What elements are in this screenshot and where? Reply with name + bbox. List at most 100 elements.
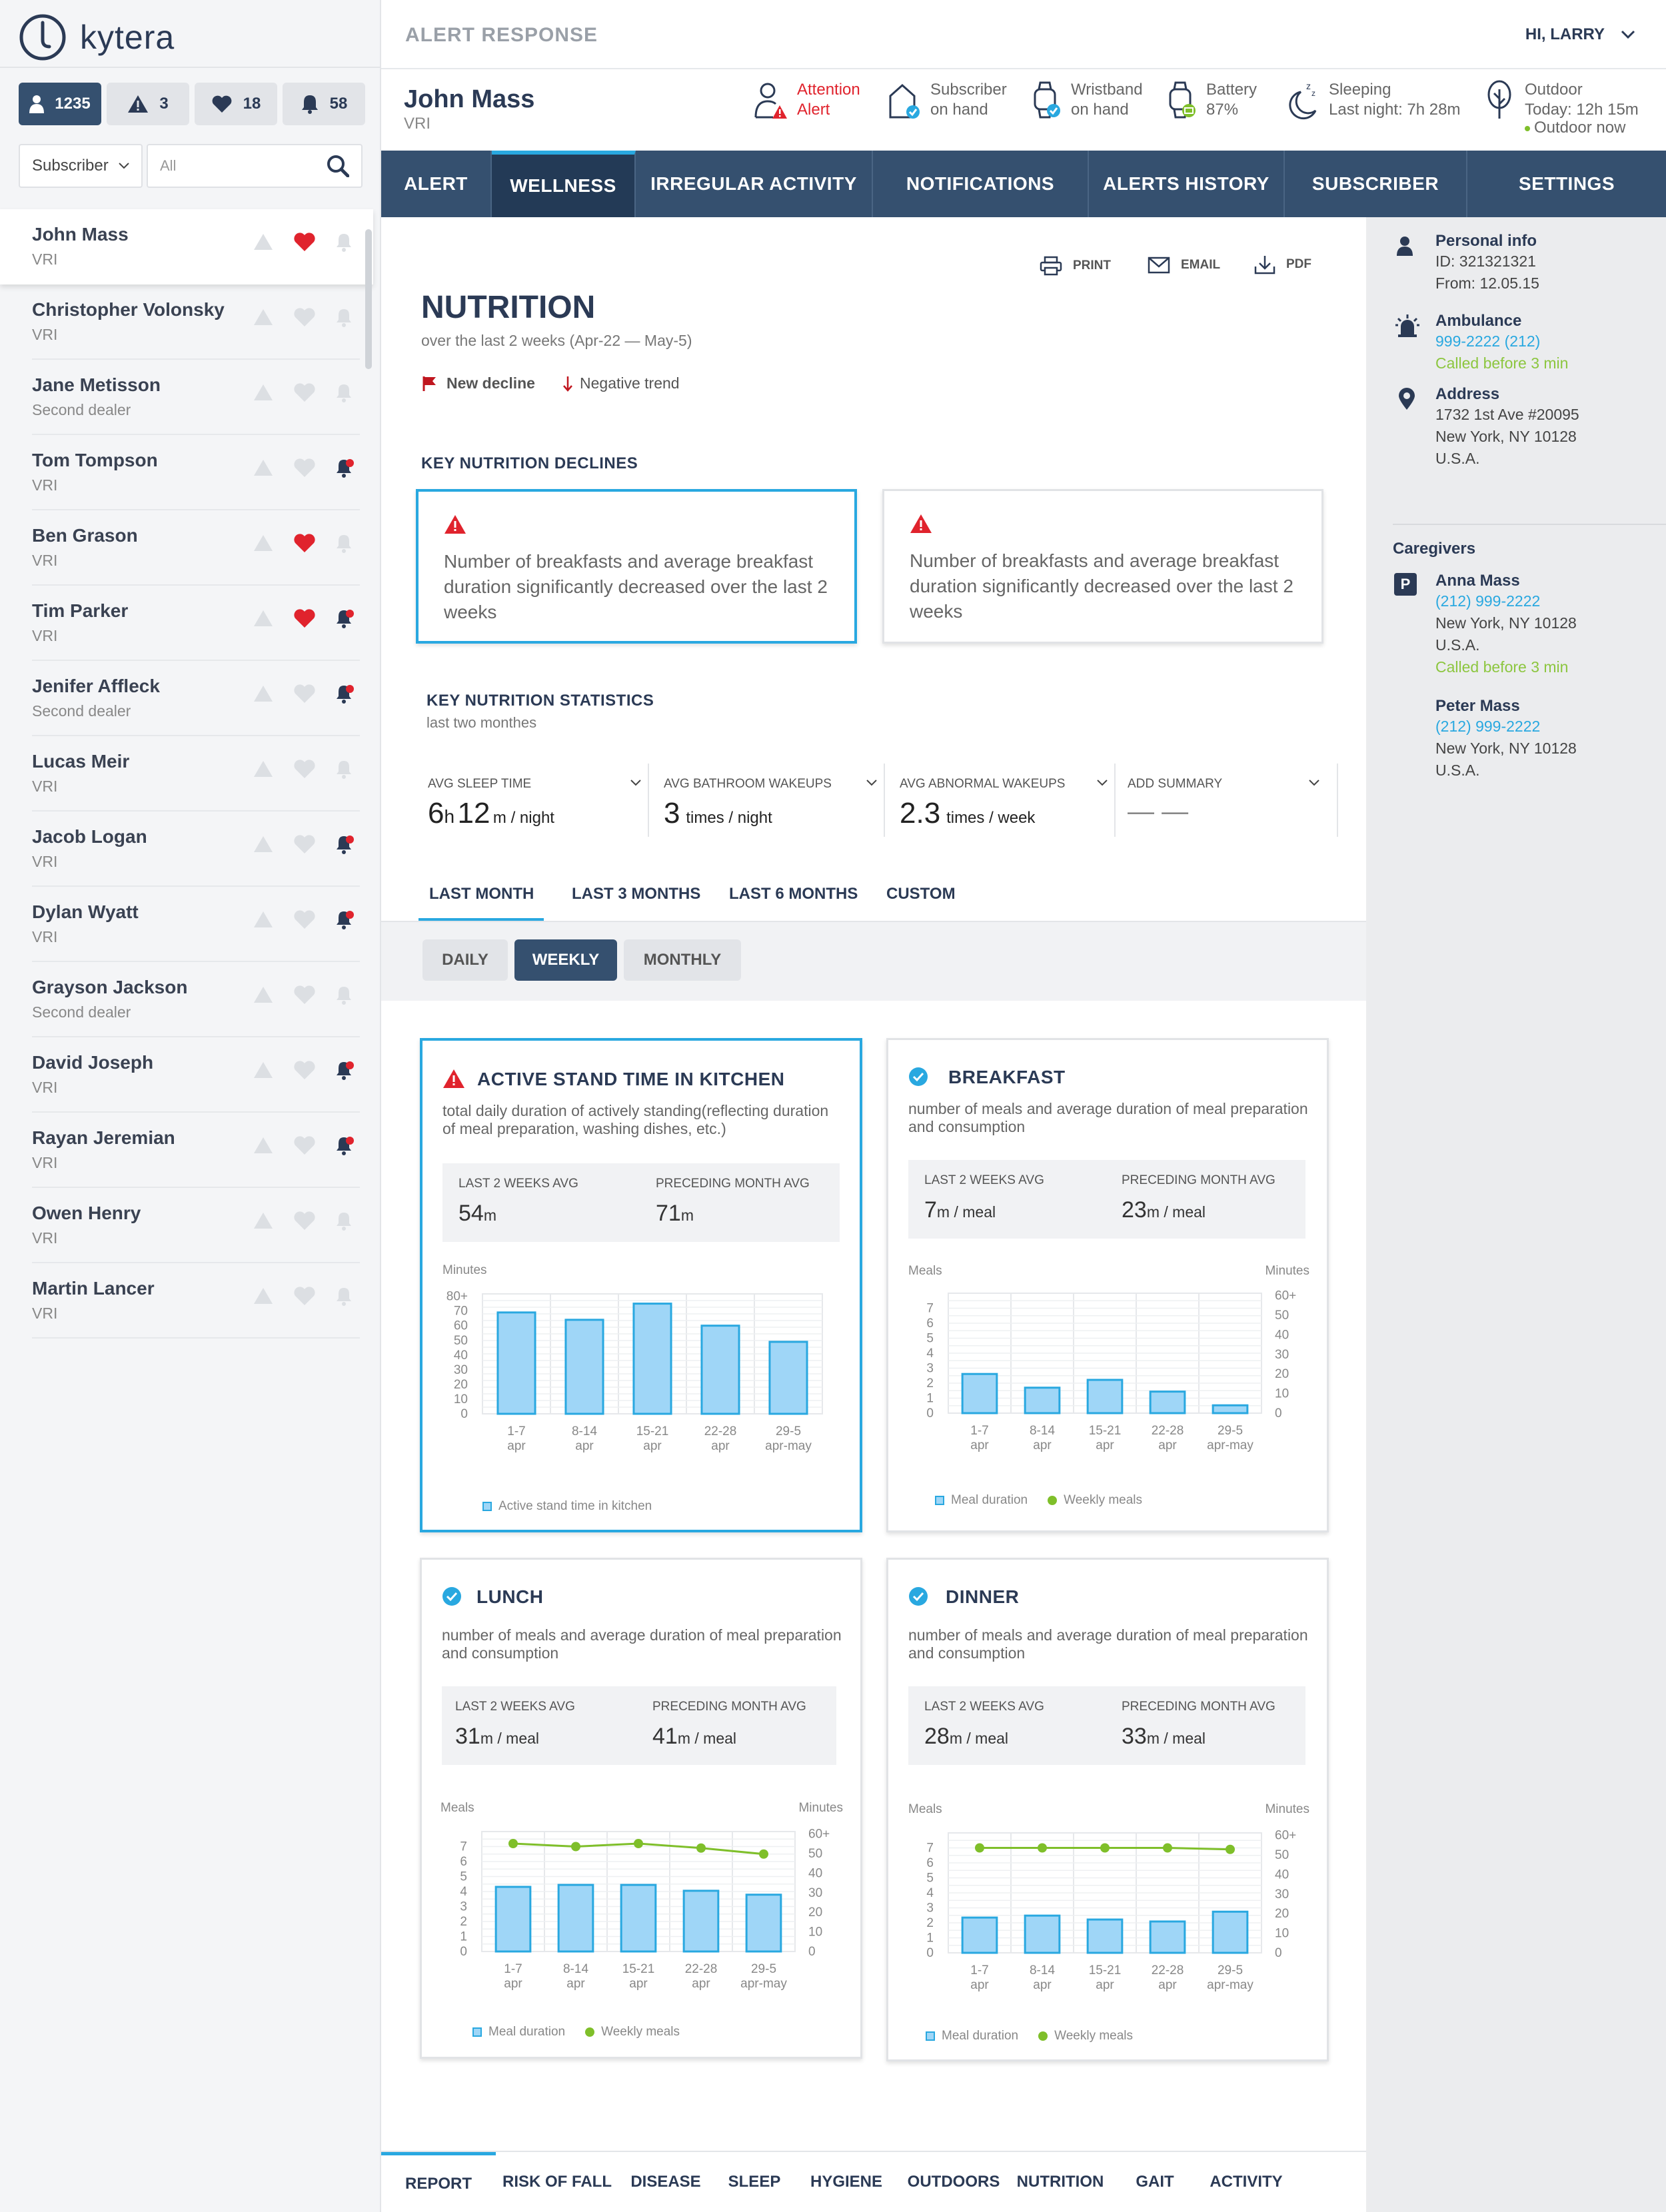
subtab-nutrition[interactable]: NUTRITION	[1016, 2173, 1104, 2191]
subscriber-list-item[interactable]: Jane Metisson Second dealer	[32, 360, 360, 435]
chart-card-kitchen[interactable]: ACTIVE STAND TIME IN KITCHEN total daily…	[420, 1038, 862, 1532]
subscriber-status-icons	[253, 307, 355, 327]
subtab-activity[interactable]: ACTIVITY	[1210, 2173, 1283, 2191]
subscriber-role: VRI	[32, 552, 58, 569]
stat-bathroom-wakeups[interactable]: AVG BATHROOM WAKEUPS 3 times / night	[660, 764, 885, 837]
sidebar-divider	[0, 67, 381, 68]
print-button[interactable]: PRINT	[1040, 256, 1111, 276]
caregiver-phone-link[interactable]: (212) 999-2222	[1435, 718, 1541, 735]
status-line-1: Outdoor	[1525, 81, 1583, 99]
range-tab-last-6-months[interactable]: LAST 6 MONTHS	[729, 885, 858, 903]
heart-icon	[293, 759, 316, 779]
subscriber-role: VRI	[32, 1229, 58, 1247]
stat-abnormal-wakeups[interactable]: AVG ABNORMAL WAKEUPS 2.3 times / week	[896, 764, 1116, 837]
tab-alerts-history[interactable]: ALERTS HISTORY	[1089, 151, 1285, 217]
subscriber-status-icons	[253, 1286, 355, 1306]
subscriber-list-item[interactable]: Lucas Meir VRI	[32, 736, 360, 812]
period-daily[interactable]: DAILY	[422, 939, 508, 981]
count-health[interactable]: 18	[195, 83, 277, 125]
decline-card[interactable]: Number of breakfasts and average breakfa…	[882, 489, 1323, 644]
subscriber-list-item[interactable]: Rayan Jeremian VRI	[32, 1113, 360, 1188]
tab-wellness[interactable]: WELLNESS	[492, 151, 636, 217]
subscriber-list-item[interactable]: Martin Lancer VRI	[32, 1263, 360, 1339]
subscriber-list-item[interactable]: Tom Tompson VRI	[32, 435, 360, 510]
x-tick-label: 1-7	[970, 1963, 988, 1977]
range-tab-custom[interactable]: CUSTOM	[886, 885, 956, 903]
subscriber-list-item[interactable]: John Mass VRI	[0, 209, 373, 284]
stat-avg-sleep[interactable]: AVG SLEEP TIME 6h 12 m / night	[424, 764, 649, 837]
range-tab-last-3-months[interactable]: LAST 3 MONTHS	[572, 885, 701, 903]
subtab-gait[interactable]: GAIT	[1136, 2173, 1174, 2191]
subscriber-list-item[interactable]: Jacob Logan VRI	[32, 812, 360, 887]
range-tab-last-month[interactable]: LAST MONTH	[429, 885, 534, 903]
subject-role: VRI	[404, 115, 431, 133]
check-circle-icon	[908, 1586, 928, 1606]
status-line-2: on hand	[930, 101, 988, 119]
count-subscribers[interactable]: 1235	[19, 83, 101, 125]
period-monthly[interactable]: MONTHLY	[624, 939, 741, 981]
ambulance-phone-link[interactable]: 999-2222 (212)	[1435, 332, 1541, 350]
subject-name: John Mass	[404, 85, 535, 113]
tab-irregular-activity[interactable]: IRREGULAR ACTIVITY	[636, 151, 873, 217]
warning-icon	[127, 95, 149, 113]
subscriber-list-item[interactable]: Grayson Jackson Second dealer	[32, 962, 360, 1037]
stat-add-summary[interactable]: ADD SUMMARY — —	[1114, 764, 1338, 837]
y-right-tick-label: 50	[1275, 1848, 1289, 1862]
subscriber-list-item[interactable]: Ben Grason VRI	[32, 510, 360, 586]
email-button[interactable]: EMAIL	[1148, 256, 1220, 275]
subtab-outdoors[interactable]: OUTDOORS	[907, 2173, 1000, 2191]
status-battery[interactable]: Battery 87%	[1166, 80, 1257, 120]
warning-icon	[253, 1137, 273, 1154]
x-tick-label: apr	[1158, 1978, 1177, 1992]
count-notifications[interactable]: 58	[283, 83, 365, 125]
tab-settings[interactable]: SETTINGS	[1518, 173, 1615, 194]
chart-card-breakfast[interactable]: BREAKFAST number of meals and average du…	[886, 1038, 1329, 1532]
status-subscriber[interactable]: Subscriber on hand	[888, 80, 1007, 120]
subscriber-list-item[interactable]: David Joseph VRI	[32, 1037, 360, 1113]
y-tick-label: 50	[454, 1334, 468, 1348]
count-alerts[interactable]: 3	[107, 83, 189, 125]
subtab-report[interactable]: REPORT	[381, 2152, 496, 2212]
subscriber-list-item[interactable]: Dylan Wyatt VRI	[32, 887, 360, 962]
range-tab-indicator	[418, 918, 544, 921]
address-title: Address	[1435, 385, 1500, 403]
status-outdoor[interactable]: Outdoor Today: 12h 15m Outdoor now	[1486, 80, 1639, 136]
subtab-sleep[interactable]: SLEEP	[728, 2173, 781, 2191]
line-point	[508, 1839, 518, 1848]
chart-card-lunch[interactable]: LUNCH number of meals and average durati…	[420, 1558, 862, 2059]
pdf-button[interactable]: PDF	[1254, 255, 1311, 275]
warning-icon	[253, 233, 273, 251]
warning-icon	[253, 835, 273, 853]
subscriber-list-item[interactable]: Tim Parker VRI	[32, 586, 360, 661]
status-attention[interactable]: Attention Alert	[753, 80, 860, 120]
status-wristband[interactable]: Wristband on hand	[1031, 80, 1143, 120]
bell-icon	[301, 94, 319, 114]
chevron-down-icon	[1309, 780, 1319, 786]
period-weekly[interactable]: WEEKLY	[514, 939, 617, 981]
tab-notifications[interactable]: NOTIFICATIONS	[873, 151, 1089, 217]
tab-alert[interactable]: ALERT	[381, 151, 492, 217]
app-logo[interactable]: kytera	[19, 13, 175, 61]
filter-type-select[interactable]: Subscriber	[19, 144, 143, 188]
search-input[interactable]: All	[147, 144, 363, 188]
subscriber-list-item[interactable]: Jenifer Affleck Second dealer	[32, 661, 360, 736]
subtab-risk-of-fall[interactable]: RISK OF FALL	[502, 2173, 612, 2191]
decline-card[interactable]: Number of breakfasts and average breakfa…	[416, 489, 857, 644]
stat-label: ADD SUMMARY	[1128, 777, 1223, 791]
user-menu[interactable]: HI, LARRY	[1525, 25, 1635, 44]
list-scrollbar[interactable]	[365, 229, 372, 369]
warning-icon	[910, 514, 932, 534]
caregiver-phone-link[interactable]: (212) 999-2222	[1435, 592, 1541, 610]
chart-card-dinner[interactable]: DINNER number of meals and average durat…	[886, 1558, 1329, 2061]
subscriber-list-item[interactable]: Christopher Volonsky VRI	[32, 284, 360, 360]
chevron-down-icon	[866, 780, 877, 786]
search-icon[interactable]	[327, 155, 349, 177]
subtab-disease[interactable]: DISEASE	[630, 2173, 701, 2191]
tab-subscriber[interactable]: SUBSCRIBER	[1285, 151, 1467, 217]
subscriber-list-item[interactable]: Owen Henry VRI	[32, 1188, 360, 1263]
caregiver: Peter Mass (212) 999-2222 New York, NY 1…	[1435, 697, 1577, 782]
caregivers-title: Caregivers	[1393, 540, 1476, 558]
subtab-hygiene[interactable]: HYGIENE	[810, 2173, 883, 2191]
count-value: 3	[159, 95, 169, 113]
